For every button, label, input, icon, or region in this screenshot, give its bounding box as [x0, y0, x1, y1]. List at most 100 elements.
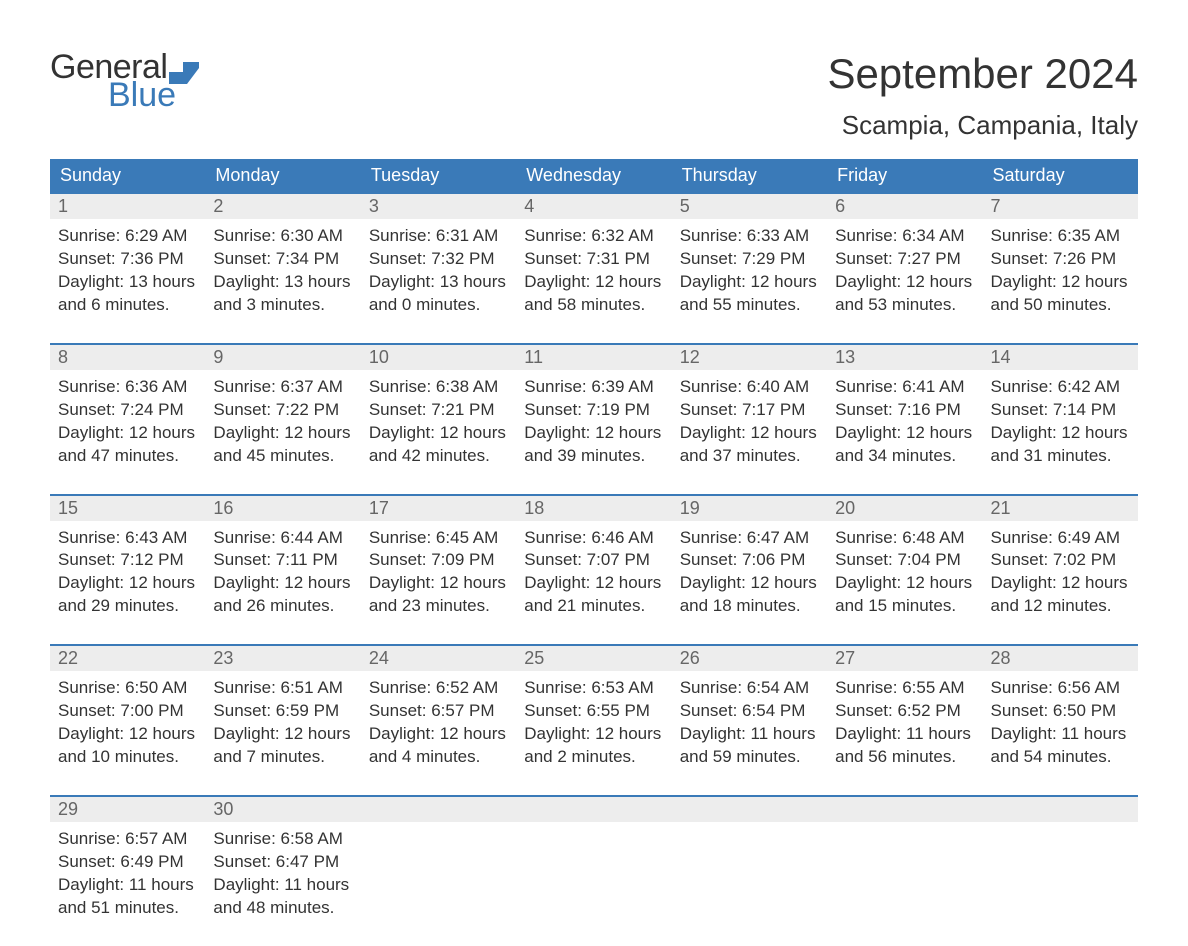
sunset-line: Sunset: 7:24 PM	[58, 399, 197, 422]
day-content: Sunrise: 6:49 AMSunset: 7:02 PMDaylight:…	[983, 521, 1138, 619]
day-number-cell: 16	[205, 495, 360, 521]
day-number-cell: 14	[983, 344, 1138, 370]
daylight-line: Daylight: 12 hours	[524, 723, 663, 746]
daylight-line: Daylight: 12 hours	[369, 572, 508, 595]
day-number-cell: 29	[50, 796, 205, 822]
day-content: Sunrise: 6:57 AMSunset: 6:49 PMDaylight:…	[50, 822, 205, 920]
month-title: September 2024	[827, 50, 1138, 98]
calendar-table: Sunday Monday Tuesday Wednesday Thursday…	[50, 159, 1138, 946]
daylight-line: Daylight: 12 hours	[835, 271, 974, 294]
sunrise-line: Sunrise: 6:43 AM	[58, 527, 197, 550]
daylight-line: Daylight: 12 hours	[524, 422, 663, 445]
day-number-cell	[983, 796, 1138, 822]
day-number-cell: 15	[50, 495, 205, 521]
day-number-cell: 2	[205, 193, 360, 219]
daylight-line: and 37 minutes.	[680, 445, 819, 468]
sunset-line: Sunset: 6:47 PM	[213, 851, 352, 874]
daylight-line: Daylight: 12 hours	[213, 723, 352, 746]
week-number-row: 891011121314	[50, 344, 1138, 370]
calendar-body: 1234567Sunrise: 6:29 AMSunset: 7:36 PMDa…	[50, 193, 1138, 946]
day-cell: Sunrise: 6:55 AMSunset: 6:52 PMDaylight:…	[827, 671, 982, 796]
week-content-row: Sunrise: 6:50 AMSunset: 7:00 PMDaylight:…	[50, 671, 1138, 796]
daylight-line: Daylight: 12 hours	[58, 572, 197, 595]
sunset-line: Sunset: 6:55 PM	[524, 700, 663, 723]
daylight-line: Daylight: 13 hours	[213, 271, 352, 294]
day-cell: Sunrise: 6:35 AMSunset: 7:26 PMDaylight:…	[983, 219, 1138, 344]
day-cell: Sunrise: 6:43 AMSunset: 7:12 PMDaylight:…	[50, 521, 205, 646]
page-header: General Blue September 2024 Scampia, Cam…	[50, 50, 1138, 141]
day-cell: Sunrise: 6:33 AMSunset: 7:29 PMDaylight:…	[672, 219, 827, 344]
logo-text-bottom: Blue	[108, 78, 199, 112]
week-content-row: Sunrise: 6:43 AMSunset: 7:12 PMDaylight:…	[50, 521, 1138, 646]
day-number-cell: 5	[672, 193, 827, 219]
week-content-row: Sunrise: 6:36 AMSunset: 7:24 PM Daylight:…	[50, 370, 1138, 495]
day-content: Sunrise: 6:39 AMSunset: 7:19 PMDaylight:…	[516, 370, 671, 468]
sunrise-line: Sunrise: 6:54 AM	[680, 677, 819, 700]
day-content: Sunrise: 6:56 AMSunset: 6:50 PMDaylight:…	[983, 671, 1138, 769]
daylight-line: Daylight: 12 hours	[835, 572, 974, 595]
day-content: Sunrise: 6:31 AMSunset: 7:32 PMDaylight:…	[361, 219, 516, 317]
day-number-cell: 27	[827, 645, 982, 671]
daylight-line: and 58 minutes.	[524, 294, 663, 317]
daylight-line: Daylight: 12 hours	[369, 422, 508, 445]
daylight-line: Daylight: 13 hours	[58, 271, 197, 294]
day-cell: Sunrise: 6:30 AMSunset: 7:34 PMDaylight:…	[205, 219, 360, 344]
day-cell	[672, 822, 827, 946]
day-cell	[361, 822, 516, 946]
day-number-cell: 10	[361, 344, 516, 370]
daylight-line: and 21 minutes.	[524, 595, 663, 618]
day-content: Sunrise: 6:40 AMSunset: 7:17 PMDaylight:…	[672, 370, 827, 468]
day-cell: Sunrise: 6:47 AMSunset: 7:06 PMDaylight:…	[672, 521, 827, 646]
day-number-cell: 13	[827, 344, 982, 370]
sunset-line: Sunset: 7:19 PM	[524, 399, 663, 422]
day-cell: Sunrise: 6:44 AMSunset: 7:11 PMDaylight:…	[205, 521, 360, 646]
day-cell: Sunrise: 6:38 AMSunset: 7:21 PMDaylight:…	[361, 370, 516, 495]
calendar-header-row: Sunday Monday Tuesday Wednesday Thursday…	[50, 159, 1138, 193]
day-content: Sunrise: 6:54 AMSunset: 6:54 PMDaylight:…	[672, 671, 827, 769]
sunrise-line: Sunrise: 6:31 AM	[369, 225, 508, 248]
sunrise-line: Sunrise: 6:53 AM	[524, 677, 663, 700]
day-number-cell	[827, 796, 982, 822]
day-number-cell: 24	[361, 645, 516, 671]
day-cell: Sunrise: 6:37 AMSunset: 7:22 PMDaylight:…	[205, 370, 360, 495]
day-cell: Sunrise: 6:48 AMSunset: 7:04 PMDaylight:…	[827, 521, 982, 646]
day-content: Sunrise: 6:29 AMSunset: 7:36 PMDaylight:…	[50, 219, 205, 317]
sunrise-line: Sunrise: 6:34 AM	[835, 225, 974, 248]
day-cell: Sunrise: 6:52 AMSunset: 6:57 PMDaylight:…	[361, 671, 516, 796]
sunset-line: Sunset: 7:29 PM	[680, 248, 819, 271]
day-number-cell: 25	[516, 645, 671, 671]
daylight-line: and 0 minutes.	[369, 294, 508, 317]
daylight-line: Daylight: 12 hours	[369, 723, 508, 746]
sunrise-line: Sunrise: 6:42 AM	[991, 376, 1130, 399]
day-number-cell: 20	[827, 495, 982, 521]
sunrise-line: Sunrise: 6:57 AM	[58, 828, 197, 851]
sunrise-line: Sunrise: 6:32 AM	[524, 225, 663, 248]
sunrise-line: Sunrise: 6:56 AM	[991, 677, 1130, 700]
sunrise-line: Sunrise: 6:50 AM	[58, 677, 197, 700]
daylight-line: Daylight: 11 hours	[213, 874, 352, 897]
day-number-cell: 21	[983, 495, 1138, 521]
sunset-line: Sunset: 7:07 PM	[524, 549, 663, 572]
daylight-line: and 39 minutes.	[524, 445, 663, 468]
daylight-line: Daylight: 11 hours	[58, 874, 197, 897]
daylight-line: and 53 minutes.	[835, 294, 974, 317]
sunrise-line: Sunrise: 6:39 AM	[524, 376, 663, 399]
day-content: Sunrise: 6:51 AMSunset: 6:59 PMDaylight:…	[205, 671, 360, 769]
daylight-line: and 59 minutes.	[680, 746, 819, 769]
sunrise-line: Sunrise: 6:58 AM	[213, 828, 352, 851]
day-cell: Sunrise: 6:49 AMSunset: 7:02 PMDaylight:…	[983, 521, 1138, 646]
day-cell: Sunrise: 6:39 AMSunset: 7:19 PMDaylight:…	[516, 370, 671, 495]
sunrise-line: Sunrise: 6:36 AM	[58, 376, 197, 399]
day-cell: Sunrise: 6:50 AMSunset: 7:00 PMDaylight:…	[50, 671, 205, 796]
daylight-line: Daylight: 12 hours	[835, 422, 974, 445]
weekday-header: Thursday	[672, 159, 827, 193]
day-content: Sunrise: 6:47 AMSunset: 7:06 PMDaylight:…	[672, 521, 827, 619]
sunrise-line: Sunrise: 6:51 AM	[213, 677, 352, 700]
day-number-cell: 9	[205, 344, 360, 370]
day-content: Sunrise: 6:55 AMSunset: 6:52 PMDaylight:…	[827, 671, 982, 769]
day-content: Sunrise: 6:35 AMSunset: 7:26 PMDaylight:…	[983, 219, 1138, 317]
daylight-line: and 45 minutes.	[213, 445, 352, 468]
sunset-line: Sunset: 7:02 PM	[991, 549, 1130, 572]
day-cell: Sunrise: 6:46 AMSunset: 7:07 PMDaylight:…	[516, 521, 671, 646]
weekday-header: Sunday	[50, 159, 205, 193]
